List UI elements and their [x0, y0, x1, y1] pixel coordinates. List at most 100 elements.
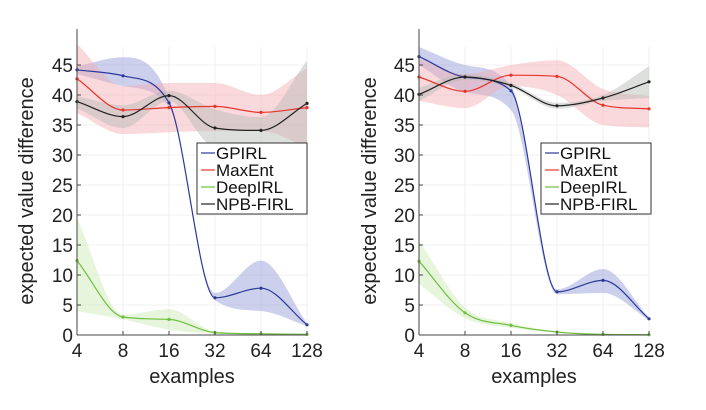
line-maxent — [76, 78, 308, 114]
y-tick-label: 25 — [52, 176, 73, 197]
confidence-bands — [419, 47, 649, 335]
legend-label-npb-firl: NPB-FIRL — [560, 195, 637, 214]
point-maxent — [509, 73, 513, 77]
point-gpirl — [121, 74, 125, 78]
point-npb-firl — [463, 75, 467, 79]
point-gpirl — [259, 286, 263, 290]
point-npb-firl — [259, 128, 263, 132]
point-npb-firl — [647, 80, 651, 84]
point-gpirl — [555, 290, 559, 294]
y-tick-label: 0 — [62, 326, 73, 347]
legend-label-maxent: MaxEnt — [560, 161, 618, 180]
y-tick-label: 5 — [404, 296, 415, 317]
legend-label-deepirl: DeepIRL — [216, 178, 283, 197]
y-tick-label: 20 — [394, 206, 415, 227]
line-npb-firl — [418, 76, 650, 107]
confidence-bands — [77, 44, 307, 335]
y-tick-label: 45 — [394, 56, 415, 77]
line-deepirl — [76, 260, 308, 335]
y-tick-label: 5 — [62, 296, 73, 317]
y-tick-label: 25 — [394, 176, 415, 197]
point-npb-firl — [509, 83, 513, 87]
legend-label-deepirl: DeepIRL — [560, 178, 627, 197]
y-tick-label: 20 — [52, 206, 73, 227]
y-tick-label: 10 — [394, 266, 415, 287]
point-npb-firl — [121, 115, 125, 119]
x-tick-label: 128 — [291, 341, 323, 362]
line-deepirl — [418, 260, 650, 336]
legend-box — [540, 142, 652, 215]
legend-label-gpirl: GPIRL — [216, 144, 267, 163]
point-npb-firl — [213, 126, 217, 130]
point-maxent — [213, 104, 217, 108]
y-tick-label: 40 — [394, 86, 415, 107]
axes: 4 8 16 32 64 128 0 5 10 15 20 25 30 35 40 45 examples exp… — [16, 29, 323, 388]
x-axis-label: examples — [491, 366, 577, 388]
x-tick-label: 8 — [118, 341, 129, 362]
x-tick-label: 16 — [500, 341, 521, 362]
band-gpirl — [419, 47, 649, 320]
axes: 4 8 16 32 64 128 0 5 10 15 20 25 30 35 40 45 examples exp… — [359, 29, 665, 388]
y-tick-label: 15 — [394, 236, 415, 257]
point-maxent — [167, 106, 171, 110]
point-npb-firl — [601, 96, 605, 100]
y-tick-label: 40 — [52, 86, 73, 107]
chart-left: 4 8 16 32 64 128 0 5 10 15 20 25 30 35 40 45 examples exp… — [16, 29, 323, 388]
y-tick-label: 35 — [52, 116, 73, 137]
point-gpirl — [647, 317, 651, 321]
point-maxent — [305, 106, 309, 110]
x-tick-label: 32 — [546, 341, 567, 362]
x-tick-label: 8 — [460, 341, 471, 362]
line-npb-firl — [76, 94, 308, 132]
y-tick-label: 30 — [394, 146, 415, 167]
x-tick-label: 128 — [633, 341, 665, 362]
band-npb-firl — [419, 66, 649, 109]
band-gpirl — [77, 57, 307, 326]
series-lines — [417, 55, 651, 337]
legend-label-gpirl: GPIRL — [560, 144, 611, 163]
band-maxent — [419, 59, 649, 128]
legend-label-maxent: MaxEnt — [216, 161, 274, 180]
point-deepirl — [167, 317, 171, 321]
x-tick-label: 32 — [204, 341, 225, 362]
point-gpirl — [601, 278, 605, 282]
x-tick-label: 4 — [72, 341, 83, 362]
point-npb-firl — [167, 94, 171, 98]
x-axis-label: examples — [149, 366, 235, 388]
line-maxent — [418, 74, 650, 110]
point-npb-firl — [305, 101, 309, 105]
point-maxent — [601, 103, 605, 107]
x-tick-label: 4 — [414, 341, 425, 362]
y-tick-label: 45 — [52, 56, 73, 77]
point-npb-firl — [555, 104, 559, 108]
x-tick-label: 16 — [158, 341, 179, 362]
series-lines — [75, 68, 309, 336]
y-tick-label: 30 — [52, 146, 73, 167]
y-axis-label: expected value difference — [16, 77, 38, 305]
x-tick-label: 64 — [592, 341, 614, 362]
point-deepirl — [509, 323, 513, 327]
legend-box — [196, 142, 308, 215]
point-gpirl — [305, 323, 309, 327]
point-gpirl — [213, 296, 217, 300]
y-axis-label: expected value difference — [359, 77, 381, 305]
band-maxent — [77, 44, 307, 148]
point-gpirl — [509, 89, 513, 93]
band-npb-firl — [77, 60, 307, 147]
point-deepirl — [463, 311, 467, 315]
y-tick-label: 35 — [394, 116, 415, 137]
y-tick-label: 15 — [52, 236, 73, 257]
chart-right: 4 8 16 32 64 128 0 5 10 15 20 25 30 35 40 45 examples exp… — [359, 29, 665, 388]
point-maxent — [259, 110, 263, 114]
point-maxent — [555, 74, 559, 78]
y-tick-label: 0 — [404, 326, 415, 347]
point-deepirl — [121, 315, 125, 319]
x-tick-label: 64 — [250, 341, 272, 362]
legend-label-npb-firl: NPB-FIRL — [216, 195, 293, 214]
point-maxent — [121, 108, 125, 112]
point-maxent — [647, 107, 651, 111]
point-maxent — [463, 89, 467, 93]
